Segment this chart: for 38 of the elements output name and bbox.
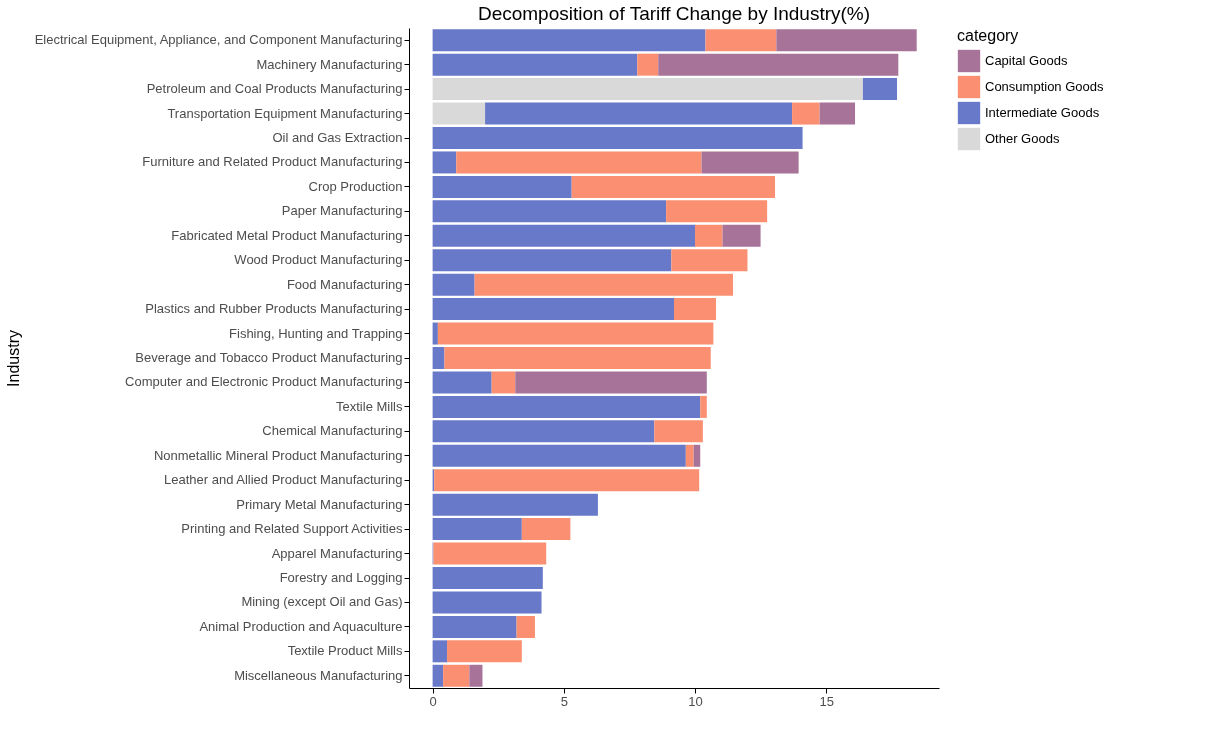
y-tick-label: Miscellaneous Manufacturing [234, 667, 403, 683]
y-tick-label: Wood Product Manufacturing [234, 252, 403, 268]
y-tick-label: Forestry and Logging [279, 570, 403, 585]
y-axis-title: Industry [4, 330, 22, 387]
y-tick-label: Crop Production [308, 178, 403, 194]
y-tick-label: Animal Production and Aquaculture [199, 618, 403, 634]
y-tick-label: Mining (except Oil and Gas) [241, 594, 403, 610]
y-tick-label: Beverage and Tobacco Product Manufacturing [135, 350, 403, 365]
legend-label: Other Goods [985, 131, 1060, 146]
y-tick-label: Fishing, Hunting and Trapping [229, 325, 403, 341]
y-tick-label: Textile Product Mills [287, 643, 403, 659]
y-tick-label: Food Manufacturing [286, 276, 403, 292]
legend-label: Capital Goods [985, 53, 1068, 68]
y-tick-label: Transportation Equipment Manufacturing [167, 105, 403, 121]
y-tick-label: Printing and Related Support Activities [181, 521, 403, 537]
y-tick-label: Paper Manufacturing [281, 203, 403, 219]
y-tick-label: Electrical Equipment, Appliance, and Component Manufacturing [34, 32, 403, 48]
y-tick-label: Machinery Manufacturing [256, 56, 403, 72]
y-tick-label: Textile Mills [336, 398, 403, 414]
y-tick-label: Oil and Gas Extraction [272, 130, 403, 145]
y-tick-label: Primary Metal Manufacturing [236, 496, 403, 512]
chart-title: Decomposition of Tariff Change by Industry(%) [477, 3, 871, 24]
legend-label: Intermediate Goods [985, 105, 1100, 120]
y-tick-label: Nonmetallic Mineral Product Manufacturing [153, 447, 403, 463]
y-tick-label: Apparel Manufacturing [271, 545, 403, 561]
y-tick-label: Leather and Allied Product Manufacturing [164, 472, 403, 488]
legend-label: Consumption Goods [985, 79, 1105, 94]
y-tick-label: Petroleum and Coal Products Manufacturing [146, 81, 403, 97]
y-tick-label: Chemical Manufacturing [262, 423, 403, 439]
y-tick-label: Computer and Electronic Product Manufacturing [125, 374, 403, 390]
x-tick-label: 15 [819, 693, 834, 709]
y-tick-label: Plastics and Rubber Products Manufacturing [145, 301, 403, 317]
legend-title: category [957, 27, 1019, 44]
x-tick-label: 5 [560, 693, 568, 709]
y-tick-label: Furniture and Related Product Manufacturing [142, 154, 403, 170]
y-tick-label: Fabricated Metal Product Manufacturing [171, 227, 403, 243]
x-tick-label: 0 [429, 693, 437, 709]
x-tick-label: 10 [688, 693, 703, 709]
